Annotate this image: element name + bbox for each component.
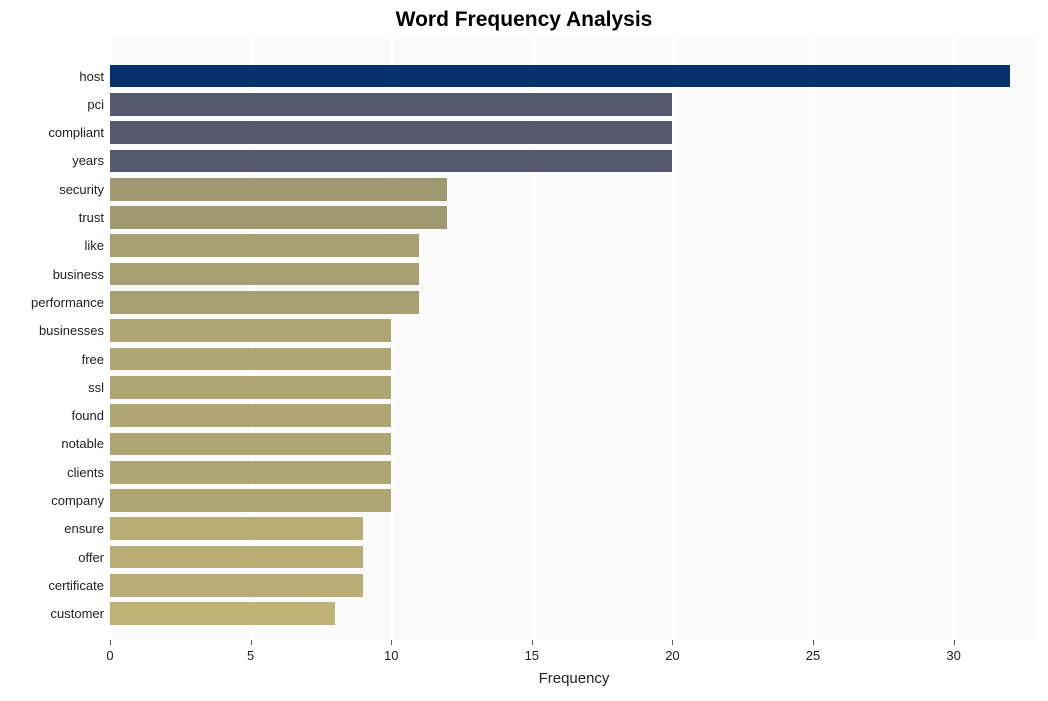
grid-line: [813, 36, 815, 640]
x-tick: [954, 640, 955, 645]
y-tick-label: performance: [31, 295, 104, 310]
bar: [110, 489, 391, 512]
bar: [110, 234, 419, 257]
y-tick-label: compliant: [48, 125, 104, 140]
y-tick-label: security: [59, 182, 104, 197]
x-tick: [813, 640, 814, 645]
chart-container: Word Frequency Analysis Frequency host pc…: [0, 0, 1048, 701]
bar: [110, 517, 363, 540]
y-tick-label: found: [71, 408, 104, 423]
bar: [110, 602, 335, 625]
x-tick: [110, 640, 111, 645]
x-tick: [391, 640, 392, 645]
x-axis-label: Frequency: [110, 670, 1038, 687]
x-tick-label: 0: [106, 648, 113, 663]
y-tick-label: company: [51, 493, 104, 508]
bar: [110, 546, 363, 569]
x-tick-label: 15: [525, 648, 539, 663]
y-tick-label: ensure: [64, 521, 104, 536]
y-tick-label: businesses: [39, 323, 104, 338]
bar: [110, 178, 447, 201]
y-tick-label: certificate: [48, 578, 104, 593]
bar: [110, 263, 419, 286]
bar: [110, 348, 391, 371]
y-tick-label: pci: [87, 97, 104, 112]
x-tick-label: 30: [946, 648, 960, 663]
bar: [110, 121, 672, 144]
x-tick: [532, 640, 533, 645]
bar: [110, 461, 391, 484]
plot-area: [110, 36, 1038, 640]
y-tick-label: host: [79, 69, 104, 84]
y-tick-label: ssl: [88, 380, 104, 395]
bar: [110, 319, 391, 342]
bar: [110, 206, 447, 229]
grid-line: [672, 36, 674, 640]
bar: [110, 433, 391, 456]
y-tick-label: like: [84, 238, 104, 253]
bar: [110, 65, 1010, 88]
y-tick-label: offer: [78, 550, 104, 565]
bar: [110, 574, 363, 597]
y-tick-label: trust: [79, 210, 104, 225]
chart-title: Word Frequency Analysis: [0, 8, 1048, 32]
y-tick-label: clients: [67, 465, 104, 480]
x-tick-label: 10: [384, 648, 398, 663]
x-tick-label: 20: [665, 648, 679, 663]
x-tick-label: 5: [247, 648, 254, 663]
bar: [110, 404, 391, 427]
bar: [110, 291, 419, 314]
x-tick-label: 25: [806, 648, 820, 663]
y-tick-label: free: [82, 352, 104, 367]
bar: [110, 93, 672, 116]
y-tick-label: notable: [61, 436, 104, 451]
y-tick-label: customer: [51, 606, 104, 621]
grid-line: [954, 36, 956, 640]
x-tick: [672, 640, 673, 645]
bar: [110, 376, 391, 399]
y-tick-label: business: [53, 267, 104, 282]
y-tick-label: years: [72, 153, 104, 168]
bar: [110, 150, 672, 173]
x-tick: [251, 640, 252, 645]
